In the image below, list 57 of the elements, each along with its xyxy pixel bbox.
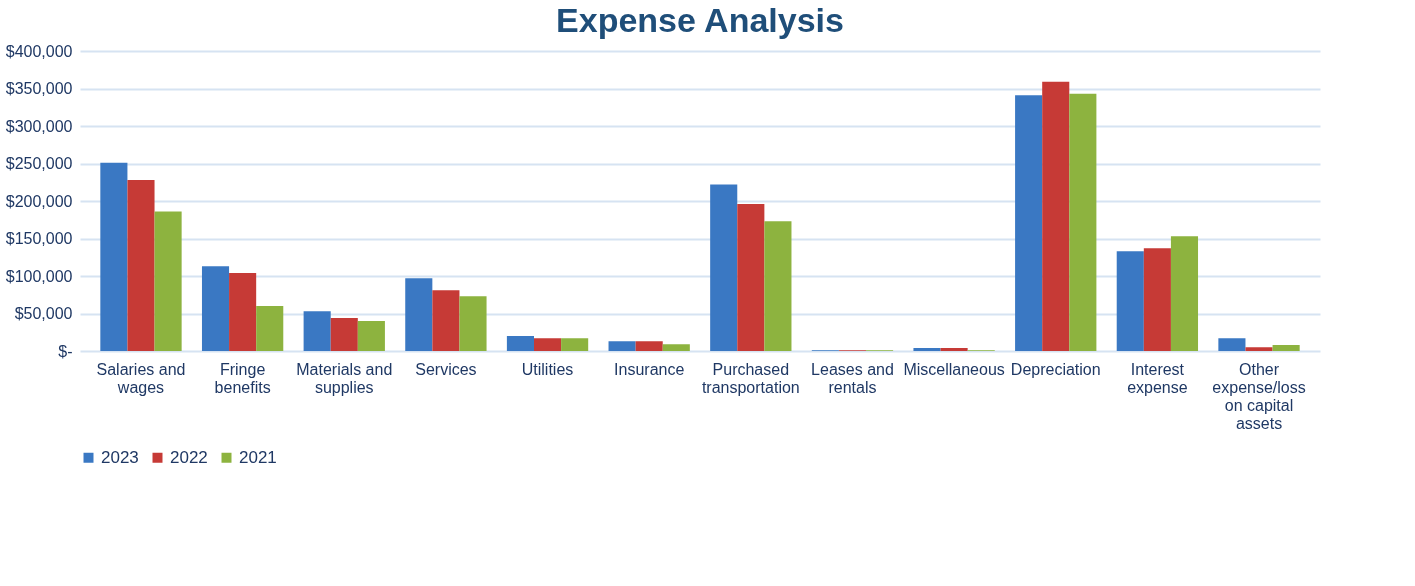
bar	[533, 338, 562, 351]
bar	[635, 341, 663, 351]
bar	[1069, 93, 1097, 351]
bar	[1042, 81, 1070, 351]
bar	[1272, 345, 1300, 351]
bar	[1116, 251, 1144, 351]
bar	[303, 311, 331, 351]
bar	[127, 180, 155, 351]
x-tick-label: Miscellaneous	[903, 360, 1005, 378]
x-tick-label: Depreciation	[1010, 360, 1101, 378]
x-tick-label: Interest expense	[1127, 360, 1188, 396]
bar	[1015, 95, 1043, 351]
bar	[100, 162, 128, 351]
y-tick-label: $350,000	[5, 80, 73, 97]
y-tick-label: $300,000	[5, 117, 73, 135]
bar	[940, 348, 968, 351]
legend-label: 2021	[239, 447, 277, 467]
x-tick-label: Materials and supplies	[296, 360, 393, 396]
bar	[256, 306, 284, 351]
x-tick-label: Other expense/loss on capital assets	[1212, 360, 1306, 432]
x-tick-label: Salaries and wages	[96, 360, 186, 396]
bar	[1218, 338, 1246, 351]
y-tick-label: $250,000	[5, 155, 73, 172]
legend-label: 2023	[101, 447, 139, 467]
x-tick-label: Purchased transportation	[701, 360, 800, 396]
chart-title: Expense Analysis	[556, 1, 844, 39]
x-tick-label: Fringe benefits	[214, 360, 271, 396]
bar	[913, 348, 941, 351]
bar	[1143, 248, 1171, 351]
bar	[432, 290, 460, 351]
bar	[201, 266, 230, 351]
y-tick-label: $-	[58, 342, 73, 360]
bar	[737, 204, 765, 351]
x-tick-label: Utilities	[521, 360, 574, 378]
y-tick-label: $50,000	[14, 305, 73, 322]
bar	[154, 211, 182, 351]
bar	[357, 321, 385, 351]
bar	[608, 341, 636, 351]
bar	[330, 318, 358, 351]
bar	[561, 338, 589, 351]
bar	[764, 221, 792, 351]
legend-label: 2022	[170, 447, 208, 467]
bar	[229, 273, 257, 351]
y-tick-label: $200,000	[5, 192, 73, 210]
bar	[1170, 236, 1199, 351]
bar	[506, 336, 534, 351]
x-tick-label: Leases and rentals	[811, 360, 894, 396]
y-tick-label: $100,000	[5, 267, 73, 285]
bar	[405, 278, 433, 351]
bar	[459, 296, 487, 351]
bar	[662, 344, 690, 351]
y-tick-label: $150,000	[5, 230, 73, 247]
bar	[1245, 347, 1273, 351]
bar	[710, 184, 738, 351]
y-tick-label: $400,000	[5, 42, 73, 60]
x-tick-label: Services	[415, 360, 477, 378]
x-tick-label: Insurance	[614, 360, 685, 378]
